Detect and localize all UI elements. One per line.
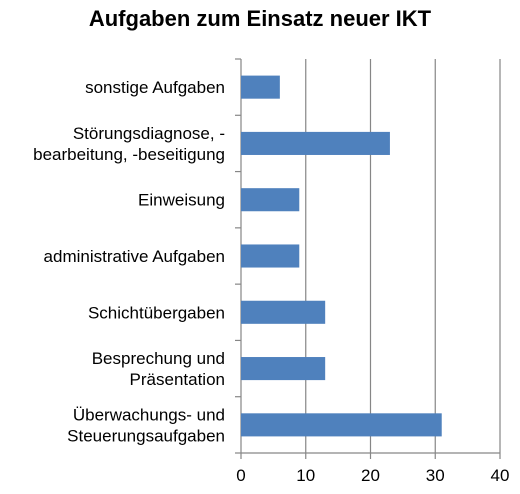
bar [241, 413, 442, 437]
category-label: sonstige Aufgaben [85, 78, 225, 97]
bar [241, 131, 390, 155]
category-label: Präsentation [130, 370, 225, 389]
category-label: Schichtübergaben [88, 303, 225, 322]
chart-title: Aufgaben zum Einsatz neuer IKT [88, 6, 432, 31]
category-label: Überwachungs- und [73, 405, 225, 424]
bar [241, 188, 300, 212]
category-label: Störungsdiagnose, - [73, 124, 225, 143]
x-tick-label: 30 [426, 466, 445, 485]
category-label: bearbeitung, -beseitigung [33, 145, 225, 164]
category-label: Einweisung [138, 191, 225, 210]
bar [241, 75, 280, 99]
bar [241, 300, 326, 324]
bar [241, 357, 326, 381]
x-tick-label: 10 [296, 466, 315, 485]
bar [241, 244, 300, 268]
x-tick-label: 40 [491, 466, 510, 485]
category-label: administrative Aufgaben [44, 247, 225, 266]
x-tick-label: 0 [236, 466, 245, 485]
category-label: Steuerungsaufgaben [67, 426, 225, 445]
x-tick-label: 20 [361, 466, 380, 485]
category-label: Besprechung und [92, 349, 225, 368]
